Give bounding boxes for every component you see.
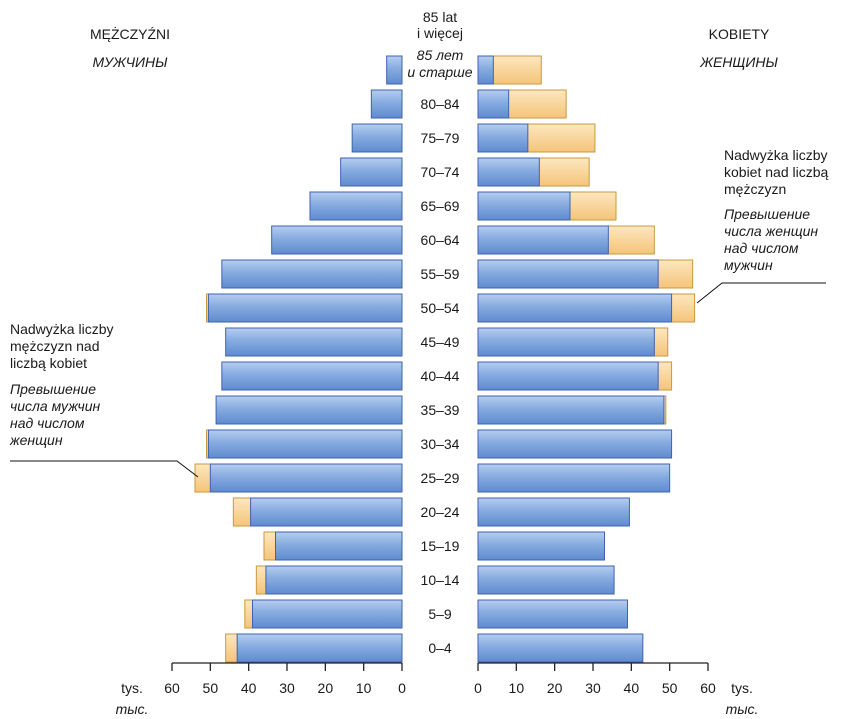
bar-male	[207, 429, 403, 459]
bar-male	[386, 55, 403, 85]
bar-female	[477, 361, 659, 391]
tick-label-left: 20	[318, 680, 334, 696]
age-group-label: 70–74	[421, 164, 460, 180]
bar-female	[477, 123, 529, 153]
bar-female	[477, 565, 615, 595]
age-label-oldest-ru-2: и старше	[407, 64, 472, 80]
men-surplus-ru-2: числа мужчин	[10, 398, 101, 414]
bar-male	[236, 633, 403, 663]
age-labels-group: 0–4 5–9 10–14 15–19 20–24 25–29 30–34 35–39 40–4…	[421, 96, 460, 656]
tick-label-left: 50	[203, 680, 219, 696]
bar-female	[477, 259, 659, 289]
bar-male	[271, 225, 403, 255]
tick-label-left: 10	[356, 680, 372, 696]
men-surplus-ru-4: женщин	[9, 432, 63, 448]
men-label-ru: МУЖЧИНЫ	[92, 54, 168, 70]
bar-female	[477, 429, 673, 459]
women-surplus-ru-1: Превышение	[724, 206, 810, 222]
age-group-label: 45–49	[421, 334, 460, 350]
women-surplus-pl-3: mężczyzn	[724, 181, 786, 197]
age-group-label: 40–44	[421, 368, 460, 384]
women-surplus-ru-4: мужчин	[724, 257, 773, 273]
bar-male	[215, 395, 403, 425]
bar-male	[207, 293, 403, 323]
bar-female	[477, 395, 665, 425]
bar-male	[340, 157, 403, 187]
bar-male	[351, 123, 403, 153]
bar-female	[477, 327, 655, 357]
age-group-label: 65–69	[421, 198, 460, 214]
tick-label-left: 40	[241, 680, 257, 696]
tick-label-left: 30	[279, 680, 295, 696]
age-group-label: 20–24	[421, 504, 460, 520]
bar-male	[275, 531, 403, 561]
age-label-oldest-ru-1: 85 лет	[417, 47, 464, 63]
men-surplus-ru-1: Превышение	[10, 381, 96, 397]
women-surplus-leader-line	[696, 282, 826, 304]
bar-female	[477, 599, 628, 629]
ticks-group: 60 50 40 30 20 10 0 0 10 20 30 40 50 60	[164, 663, 716, 696]
age-group-label: 60–64	[421, 232, 460, 248]
age-label-oldest-pl-1: 85 lat	[423, 9, 457, 25]
tick-label-right: 50	[662, 680, 678, 696]
tick-label-left: 0	[398, 680, 406, 696]
bar-male	[250, 497, 403, 527]
age-group-label: 0–4	[428, 640, 452, 656]
age-group-label: 30–34	[421, 436, 460, 452]
bar-male	[265, 565, 403, 595]
age-group-label: 50–54	[421, 300, 460, 316]
bars-group	[194, 55, 696, 663]
bar-female	[477, 293, 673, 323]
age-group-label: 25–29	[421, 470, 460, 486]
unit-left-pl: tys.	[121, 680, 143, 696]
bar-male	[252, 599, 403, 629]
men-surplus-ru-3: над числом	[10, 415, 85, 431]
men-surplus-pl-3: liczbą kobiet	[10, 355, 87, 371]
women-surplus-ru-2: числа женщин	[724, 223, 818, 239]
bar-female	[477, 191, 571, 221]
men-surplus-pl-1: Nadwyżka liczby	[10, 321, 113, 337]
bar-male	[209, 463, 403, 493]
women-surplus-pl-1: Nadwyżka liczby	[724, 147, 827, 163]
tick-label-left: 60	[164, 680, 180, 696]
age-group-label: 15–19	[421, 538, 460, 554]
bar-female	[477, 633, 644, 663]
bar-female	[477, 89, 510, 119]
women-label-pl: KOBIETY	[709, 26, 770, 42]
men-label-pl: MĘŻCZYŹNI	[90, 25, 170, 42]
tick-label-right: 30	[585, 680, 601, 696]
bar-female	[477, 225, 609, 255]
unit-left-ru: тыс.	[116, 701, 149, 717]
women-label-ru: ЖЕНЩИНЫ	[699, 54, 778, 70]
bar-male	[221, 259, 403, 289]
men-surplus-pl-2: mężczyzn nad	[10, 338, 99, 354]
age-group-label: 5–9	[428, 606, 452, 622]
age-group-label: 80–84	[421, 96, 460, 112]
age-group-label: 10–14	[421, 572, 460, 588]
women-surplus-pl-2: kobiet nad liczbą	[724, 164, 829, 180]
bar-female	[477, 497, 630, 527]
unit-right-pl: tys.	[731, 680, 753, 696]
age-group-label: 35–39	[421, 402, 460, 418]
bar-female	[477, 157, 540, 187]
bar-male	[370, 89, 403, 119]
bar-female	[477, 531, 605, 561]
unit-right-ru: тыс.	[726, 701, 759, 717]
tick-label-right: 20	[547, 680, 563, 696]
tick-label-right: 10	[509, 680, 525, 696]
age-group-label: 55–59	[421, 266, 460, 282]
bar-female	[477, 55, 494, 85]
women-surplus-ru-3: над числом	[724, 240, 799, 256]
bar-male	[221, 361, 403, 391]
age-group-label: 75–79	[421, 130, 460, 146]
bar-male	[225, 327, 403, 357]
tick-label-right: 60	[700, 680, 716, 696]
tick-label-right: 0	[474, 680, 482, 696]
age-label-oldest-pl-2: i więcej	[417, 25, 463, 41]
men-surplus-leader-line	[10, 460, 199, 478]
bar-male	[309, 191, 403, 221]
tick-label-right: 40	[624, 680, 640, 696]
bar-female	[477, 463, 671, 493]
